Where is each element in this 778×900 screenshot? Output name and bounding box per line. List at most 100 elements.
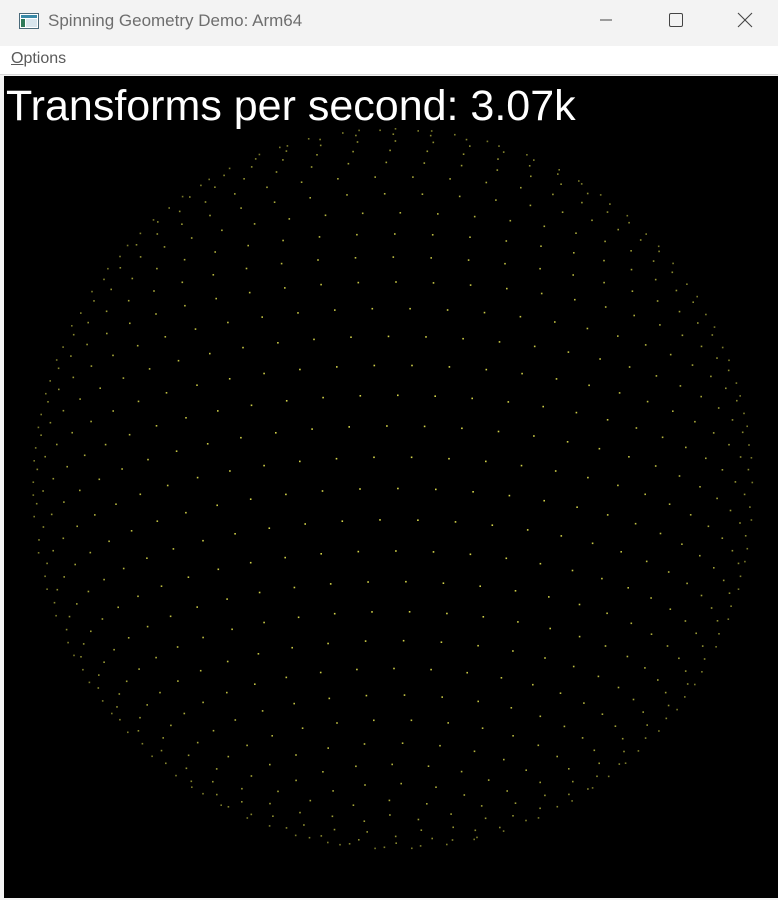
sphere-point: [627, 587, 629, 589]
sphere-point: [299, 811, 301, 814]
sphere-point: [587, 476, 589, 479]
sphere-point: [512, 735, 514, 737]
sphere-point: [181, 281, 184, 284]
sphere-point: [358, 129, 360, 132]
sphere-point: [694, 420, 696, 423]
sphere-point: [227, 321, 229, 324]
sphere-point: [108, 540, 110, 543]
app-icon: [19, 13, 39, 29]
sphere-point: [40, 434, 42, 436]
sphere-point: [118, 693, 121, 695]
sphere-point: [645, 560, 648, 563]
sphere-point: [253, 223, 256, 225]
sphere-point: [480, 805, 483, 807]
sphere-point: [669, 353, 672, 356]
sphere-point: [430, 130, 433, 132]
sphere-point: [82, 643, 85, 645]
sphere-point: [184, 304, 186, 307]
menu-options[interactable]: Options: [11, 50, 66, 68]
sphere-point: [221, 229, 223, 232]
sphere-point: [313, 338, 315, 341]
sphere-point: [578, 603, 581, 606]
sphere-point: [241, 801, 243, 803]
sphere-point: [56, 443, 58, 446]
sphere-point: [291, 646, 293, 649]
sphere-point: [533, 345, 536, 348]
sphere-point: [249, 498, 252, 500]
sphere-point: [212, 780, 214, 783]
sphere-point: [87, 321, 89, 324]
sphere-point: [135, 244, 138, 246]
sphere-point: [359, 395, 362, 397]
sphere-point: [383, 846, 386, 849]
sphere-point: [581, 201, 583, 204]
sphere-point: [126, 244, 129, 247]
sphere-point: [217, 410, 219, 412]
sphere-point: [319, 671, 322, 674]
sphere-point: [363, 743, 366, 745]
sphere-point: [448, 457, 450, 460]
sphere-point: [423, 162, 426, 164]
sphere-point: [159, 691, 161, 694]
sphere-point: [215, 768, 218, 770]
sphere-point: [47, 401, 49, 403]
sphere-point: [654, 278, 657, 281]
sphere-point: [469, 236, 471, 238]
minimize-icon: [600, 13, 612, 31]
sphere-point: [533, 435, 535, 437]
sphere-point: [644, 344, 647, 346]
sphere-point: [88, 681, 91, 684]
sphere-point: [250, 404, 253, 407]
sphere-point: [560, 535, 563, 537]
sphere-point: [432, 141, 435, 144]
title-bar[interactable]: Spinning Geometry Demo: Arm64: [0, 0, 778, 46]
transforms-value: 3.07k: [470, 82, 576, 130]
sphere-point: [580, 183, 583, 185]
sphere-point: [49, 421, 52, 424]
sphere-point: [333, 612, 336, 615]
sphere-point: [618, 392, 621, 394]
sphere-point: [442, 582, 445, 584]
sphere-point: [191, 786, 193, 788]
sphere-point: [554, 321, 556, 323]
sphere-point: [146, 625, 149, 628]
sphere-point: [250, 775, 253, 777]
sphere-point: [715, 646, 717, 648]
sphere-point: [299, 460, 301, 463]
sphere-point: [725, 387, 727, 390]
render-canvas[interactable]: Transforms per second: 3.07k: [4, 76, 778, 898]
sphere-point: [44, 455, 46, 458]
sphere-point: [525, 819, 527, 822]
sphere-point: [410, 456, 413, 459]
sphere-point: [568, 768, 570, 770]
sphere-point: [540, 245, 542, 247]
sphere-point: [363, 820, 366, 822]
sphere-point: [503, 758, 505, 761]
sphere-point: [588, 384, 590, 387]
sphere-point: [295, 754, 297, 756]
sphere-point: [463, 794, 466, 796]
minimize-button[interactable]: [571, 0, 641, 44]
close-button[interactable]: [711, 0, 778, 44]
sphere-point: [676, 708, 678, 711]
options-label: ptions: [23, 50, 67, 67]
sphere-point: [288, 218, 291, 220]
sphere-point: [703, 658, 706, 660]
sphere-point: [587, 788, 589, 790]
sphere-point: [234, 719, 237, 721]
sphere-point: [98, 674, 100, 676]
sphere-point: [427, 765, 430, 767]
sphere-point: [614, 725, 617, 727]
sphere-point: [743, 412, 745, 415]
sphere-point: [408, 611, 411, 613]
sphere-point: [666, 645, 669, 647]
sphere-point: [520, 464, 523, 467]
sphere-point: [358, 839, 360, 841]
sphere-point: [671, 271, 674, 274]
sphere-point: [544, 794, 546, 797]
maximize-button[interactable]: [641, 0, 711, 44]
sphere-point: [181, 223, 183, 225]
sphere-point: [420, 829, 423, 831]
sphere-point: [517, 621, 519, 623]
sphere-point: [460, 770, 463, 773]
